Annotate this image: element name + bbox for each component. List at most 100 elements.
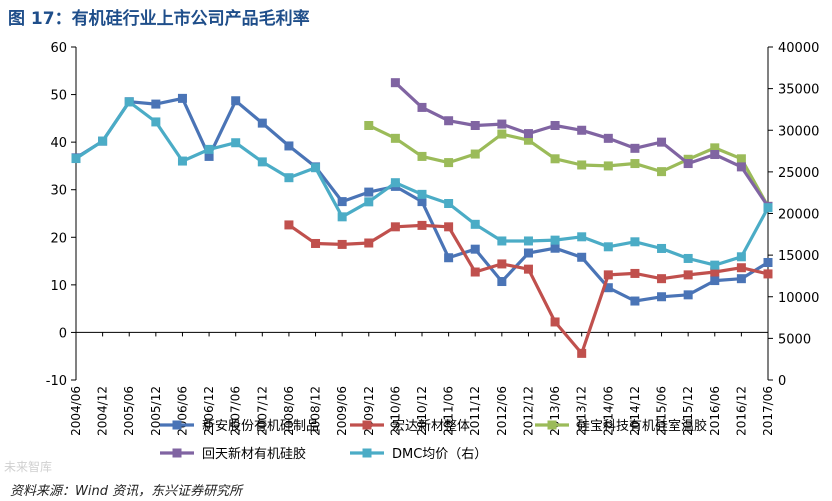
legend-marker [172,448,182,458]
data-point [284,173,294,183]
x-tick-label: 2007/12 [255,386,269,436]
data-point [470,149,480,159]
data-point [736,263,746,273]
data-point [710,143,720,153]
data-point [710,260,720,270]
data-point [736,154,746,164]
data-point [364,120,374,130]
legend-item: 硅宝科技有机硅室温胶 [535,418,707,434]
data-point [390,133,400,143]
data-point [337,197,347,207]
data-point [470,120,480,130]
legend-item: DMC均价（右） [350,447,487,462]
data-point [523,248,533,258]
x-tick-label: 2011/06 [442,386,456,436]
legend-item: 新安股份有机硅制品 [160,418,319,434]
data-point [683,253,693,263]
data-point [337,212,347,222]
series-line [75,100,770,267]
data-point [151,117,161,127]
data-point [257,157,267,167]
data-point [311,238,321,248]
series-lines [71,78,773,358]
data-point [337,239,347,249]
y-left-tick-label: -10 [46,374,67,389]
data-point [603,161,613,171]
y-right-tick-label: 35000 [778,83,819,98]
y-left-tick-label: 60 [50,41,67,56]
y-right-tick-label: 5000 [778,332,811,347]
legend-label: DMC均价（右） [392,447,487,462]
y-right-tick-label: 20000 [778,208,819,223]
series-1 [71,93,773,306]
y-left-tick-label: 0 [59,326,67,341]
data-point [550,120,560,130]
data-point [497,236,507,246]
legend-label: 宏达新材整体 [392,418,470,434]
x-tick-label: 2007/06 [229,386,243,436]
data-point [603,133,613,143]
data-point [577,232,587,242]
data-point [630,268,640,278]
data-point [763,257,773,267]
x-tick-label: 2005/12 [149,386,163,436]
data-point [204,151,214,161]
data-point [444,199,454,209]
data-point [683,270,693,280]
data-point [523,264,533,274]
data-point [577,160,587,170]
axes: -10 0 10 20 30 40 50 60 0 5000 10000 15000 20000 2500… [46,41,820,436]
data-point [257,118,267,128]
series-3 [364,120,773,211]
data-point [523,236,533,246]
y-right-tick-label: 40000 [778,41,819,56]
data-point [231,138,241,148]
data-point [417,102,427,112]
x-tick-label: 2008/06 [282,386,296,436]
data-point [736,274,746,284]
data-point [630,237,640,247]
data-point [470,244,480,254]
chart-title: 图 17：有机硅行业上市公司产品毛利率 [8,9,310,29]
series-5 [71,97,773,270]
x-tick-label: 2017/06 [761,386,775,436]
y-left-tick-label: 30 [50,184,67,199]
data-point [710,276,720,286]
y-right-tick-label: 10000 [778,291,819,306]
data-point [497,259,507,269]
data-point [444,222,454,232]
data-point [417,197,427,207]
legend-item: 宏达新材整体 [350,418,470,434]
x-tick-label: 2013/12 [575,386,589,436]
data-point [444,158,454,168]
data-point [284,141,294,151]
x-tick-label: 2010/12 [415,386,429,436]
data-point [98,136,108,146]
data-point [683,290,693,300]
y-right-tick-label: 15000 [778,249,819,264]
legend-label: 硅宝科技有机硅室温胶 [577,418,707,434]
data-point [71,154,81,164]
series-4 [390,78,773,211]
x-tick-label: 2011/12 [468,386,482,436]
x-tick-label: 2009/06 [335,386,349,436]
legend-marker [547,420,557,430]
legend-label: 回天新材有机硅胶 [202,446,306,462]
x-tick-label: 2016/12 [734,386,748,436]
series-line [368,124,770,208]
x-tick-label: 2012/06 [495,386,509,436]
legend-marker [362,448,372,458]
watermark: 未来智库 [4,460,53,474]
x-tick-label: 2004/12 [96,386,110,436]
data-point [550,243,560,253]
data-point [444,253,454,263]
data-point [683,159,693,169]
data-point [390,178,400,188]
data-point [630,296,640,306]
data-point [550,154,560,164]
data-point [550,235,560,245]
data-point [417,220,427,230]
data-point [603,283,613,293]
